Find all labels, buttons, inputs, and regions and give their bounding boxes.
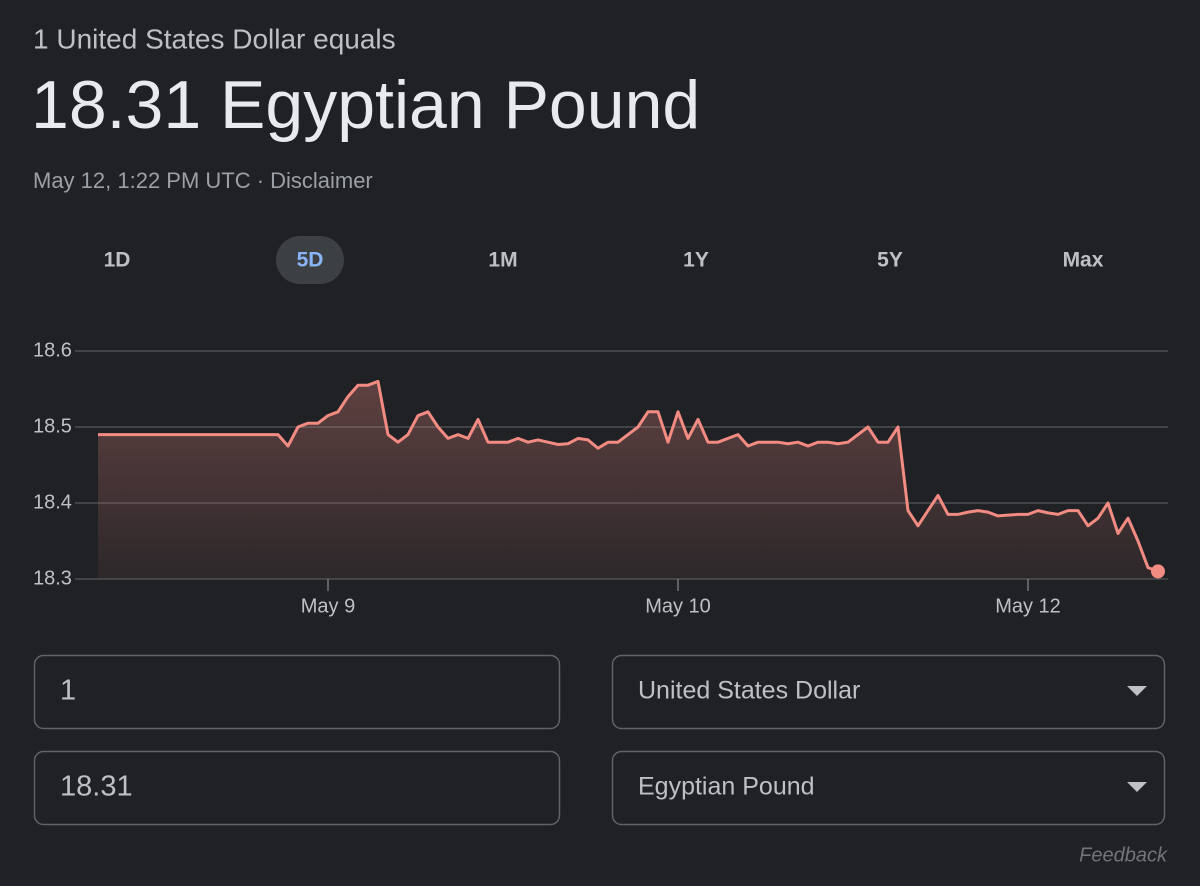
disclaimer-link[interactable]: Disclaimer xyxy=(270,168,373,193)
y-tick-label: 18.5 xyxy=(33,415,72,437)
x-tick-label: May 10 xyxy=(645,595,711,617)
amount-value: 1 xyxy=(60,675,76,707)
converter: 1 United States Dollar 18.31 Egyptian Pound xyxy=(33,654,1166,826)
currency-name: Egyptian Pound xyxy=(638,773,815,801)
rate-title: 18.31 Egyptian Pound xyxy=(31,67,700,143)
tab-selected-bg xyxy=(276,236,344,284)
y-tick-label: 18.6 xyxy=(33,339,72,361)
timestamp: May 12, 1:22 PM UTC · xyxy=(33,168,264,193)
last-point xyxy=(1151,564,1165,579)
currency-select[interactable] xyxy=(611,750,1166,826)
x-tick-label: May 9 xyxy=(301,595,355,617)
amount-input[interactable] xyxy=(33,750,561,826)
feedback-link[interactable]: Feedback xyxy=(1079,844,1168,866)
dropdown-arrow xyxy=(1127,686,1147,696)
range-tab[interactable]: 1Y xyxy=(683,249,709,272)
range-tab[interactable]: 5D xyxy=(297,249,324,272)
currency-select[interactable] xyxy=(611,654,1166,730)
amount-input[interactable] xyxy=(33,654,561,730)
y-tick-label: 18.4 xyxy=(33,491,72,513)
area-fill xyxy=(98,381,1158,579)
range-tabs: 1D 5D 1M 1Y 5Y Max xyxy=(104,236,1104,284)
rate-line xyxy=(98,379,1159,573)
dropdown-arrow xyxy=(1127,782,1147,792)
range-tab[interactable]: 5Y xyxy=(877,249,903,272)
chart: 18.6 18.5 18.4 18.3 May 9 May 10 May 12 xyxy=(33,339,1168,617)
y-tick-label: 18.3 xyxy=(33,567,72,589)
range-tab[interactable]: Max xyxy=(1063,249,1104,272)
amount-value: 18.31 xyxy=(60,771,133,803)
currency-name: United States Dollar xyxy=(638,677,860,705)
range-tab[interactable]: 1D xyxy=(104,249,131,272)
subtitle: 1 United States Dollar equals xyxy=(33,23,396,54)
range-tab[interactable]: 1M xyxy=(488,249,517,272)
x-tick-label: May 12 xyxy=(995,595,1061,617)
